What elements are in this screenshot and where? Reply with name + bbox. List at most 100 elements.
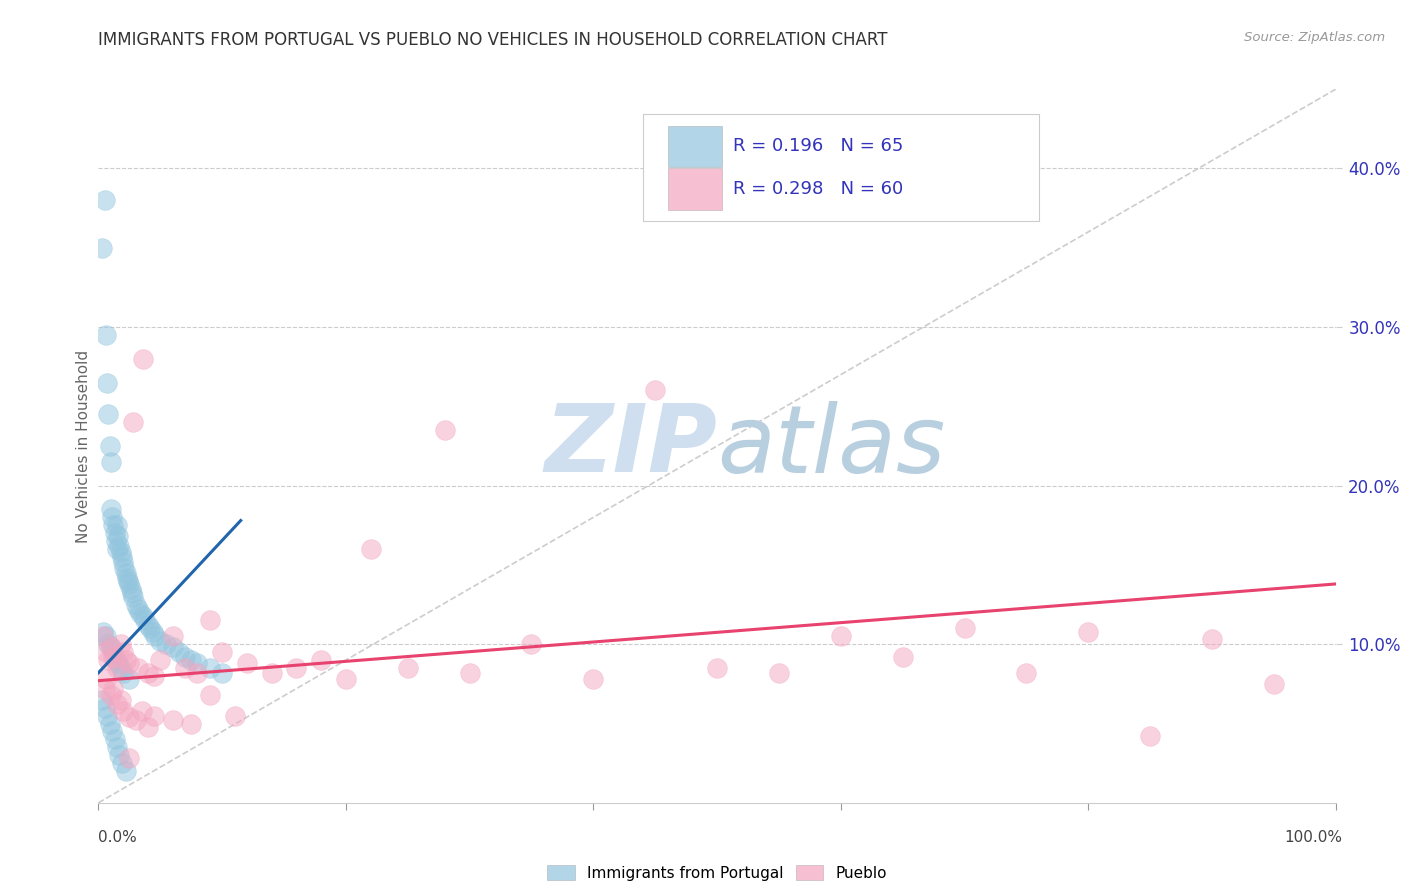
Point: [143, 629, 166, 643]
Point: [100, 640, 122, 655]
Point: [103, 649, 125, 664]
Point: [953, 621, 976, 635]
Point: [107, 529, 129, 543]
Point: [198, 614, 221, 628]
Text: R = 0.196   N = 65: R = 0.196 N = 65: [733, 137, 904, 155]
Point: [91, 241, 114, 255]
Point: [121, 586, 143, 600]
Point: [96, 708, 118, 723]
Point: [520, 637, 543, 651]
Point: [211, 645, 233, 659]
Point: [118, 751, 141, 765]
Point: [100, 455, 122, 469]
Point: [93, 193, 115, 207]
Point: [110, 637, 132, 651]
Point: [118, 577, 141, 591]
Point: [127, 602, 149, 616]
Point: [335, 672, 357, 686]
Point: [104, 653, 127, 667]
Point: [103, 732, 125, 747]
Point: [120, 582, 142, 596]
Point: [149, 634, 172, 648]
Text: IMMIGRANTS FROM PORTUGAL VS PUEBLO NO VEHICLES IN HOUSEHOLD CORRELATION CHART: IMMIGRANTS FROM PORTUGAL VS PUEBLO NO VE…: [98, 31, 889, 49]
Point: [162, 640, 184, 655]
Point: [108, 539, 131, 553]
Point: [122, 590, 145, 604]
Point: [186, 657, 208, 671]
Point: [105, 740, 128, 755]
Point: [91, 692, 114, 706]
Point: [582, 672, 605, 686]
Point: [224, 708, 246, 723]
Legend: Immigrants from Portugal, Pueblo: Immigrants from Portugal, Pueblo: [547, 865, 887, 880]
Point: [105, 698, 128, 712]
Point: [97, 653, 120, 667]
Point: [93, 624, 115, 639]
Point: [768, 665, 790, 680]
Point: [97, 637, 120, 651]
Point: [236, 657, 259, 671]
Point: [101, 510, 124, 524]
Point: [112, 555, 135, 569]
Point: [105, 542, 128, 557]
Point: [98, 716, 121, 731]
Point: [309, 653, 332, 667]
Point: [100, 640, 122, 655]
Point: [112, 561, 135, 575]
Point: [136, 618, 159, 632]
Point: [118, 710, 141, 724]
Point: [155, 637, 177, 651]
Point: [174, 661, 197, 675]
Point: [198, 688, 221, 702]
Point: [186, 665, 208, 680]
Text: 100.0%: 100.0%: [1285, 830, 1343, 845]
Point: [103, 518, 125, 533]
Point: [136, 665, 159, 680]
Point: [1201, 632, 1223, 647]
Point: [93, 681, 115, 696]
Point: [167, 645, 190, 659]
Point: [129, 606, 152, 620]
Text: R = 0.298   N = 60: R = 0.298 N = 60: [733, 180, 904, 198]
Point: [149, 653, 172, 667]
Point: [94, 629, 117, 643]
Point: [103, 681, 125, 696]
Point: [114, 566, 136, 580]
Point: [104, 534, 127, 549]
Point: [162, 714, 184, 728]
Point: [115, 571, 138, 585]
Point: [94, 645, 117, 659]
Point: [433, 423, 456, 437]
Text: Source: ZipAtlas.com: Source: ZipAtlas.com: [1244, 31, 1385, 45]
Point: [97, 407, 120, 421]
Point: [458, 665, 481, 680]
Point: [830, 629, 852, 643]
Point: [110, 545, 132, 559]
Point: [1139, 729, 1161, 743]
Point: [132, 351, 155, 366]
Point: [644, 384, 666, 398]
Point: [132, 608, 155, 623]
Point: [180, 716, 202, 731]
Point: [396, 661, 419, 675]
Point: [131, 704, 153, 718]
Point: [285, 661, 308, 675]
Point: [124, 714, 146, 728]
Point: [706, 661, 728, 675]
Point: [94, 328, 117, 343]
Point: [112, 704, 135, 718]
Point: [111, 756, 134, 771]
Point: [114, 764, 136, 778]
FancyBboxPatch shape: [643, 114, 1039, 221]
Point: [114, 653, 136, 667]
Point: [110, 661, 132, 675]
Point: [98, 439, 121, 453]
Point: [105, 518, 128, 533]
Y-axis label: No Vehicles in Household: No Vehicles in Household: [76, 350, 91, 542]
Point: [110, 692, 132, 706]
Point: [105, 661, 128, 675]
Point: [117, 574, 139, 588]
Point: [174, 649, 197, 664]
Point: [260, 665, 283, 680]
Point: [1263, 677, 1285, 691]
